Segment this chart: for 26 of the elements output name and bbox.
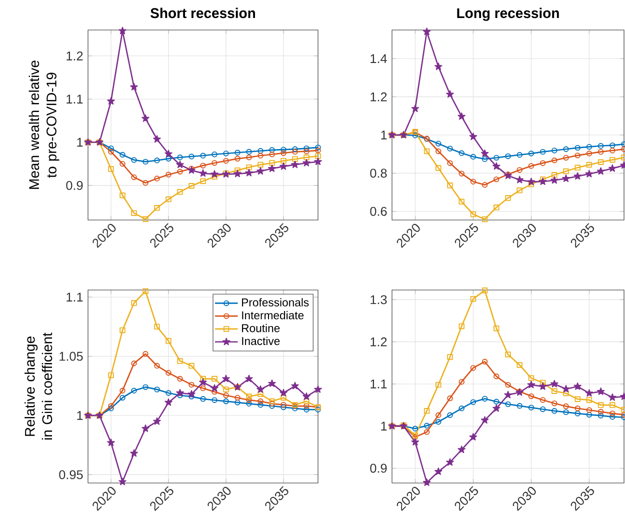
y-tick-label: 0.9 [370,464,387,473]
legend-label: Routine [242,324,280,332]
chart-title: Short recession [150,8,256,18]
legend-label: Inactive [242,336,280,346]
y-tick-label: 1 [77,138,83,147]
y-axis-title: Relative change in Gini coefficient [24,332,52,440]
y-tick-label: 0.9 [66,180,83,190]
y-tick-label: 1 [381,422,387,430]
y-tick-label: 1.2 [370,92,387,102]
chart-title: Long recession [457,8,559,21]
y-tick-label: 1.3 [370,295,387,304]
y-tick-label: 1.4 [370,54,387,63]
y-tick-label: 1.2 [370,337,387,346]
y-tick-label: 1.1 [66,292,83,302]
y-tick-label: 0.8 [370,168,387,178]
y-tick-label: 1.1 [370,380,387,388]
legend-label: Intermediate [242,310,304,320]
y-axis-title: Mean wealth relative to pre-COVID-19 [28,60,60,189]
y-tick-label: 0.6 [370,206,387,216]
y-tick-label: 1.05 [60,352,83,361]
y-tick-label: 1 [381,130,387,140]
y-tick-label: 0.95 [59,470,83,480]
y-tick-label: 1 [77,411,83,420]
y-tick-label: 1.2 [66,51,83,60]
y-tick-label: 1.1 [66,94,83,104]
legend-label: Professionals [242,298,309,306]
